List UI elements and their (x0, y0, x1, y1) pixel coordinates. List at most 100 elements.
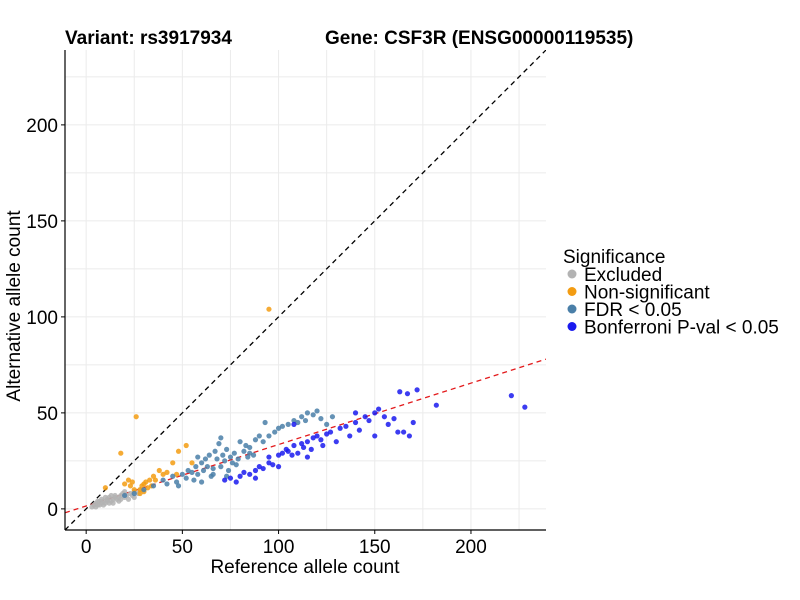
point-fdr-0-05 (227, 454, 234, 460)
legend-label: Bonferroni P-val < 0.05 (584, 318, 779, 339)
point-fdr-0-05 (175, 483, 182, 489)
legend: Significance ExcludedNon-significantFDR … (563, 247, 779, 339)
point-fdr-0-05 (122, 492, 128, 499)
point-bonferroni-p-val-0-05 (333, 439, 339, 445)
point-fdr-0-05 (237, 439, 243, 445)
point-fdr-0-05 (210, 471, 216, 477)
point-non-significant (170, 460, 176, 466)
point-non-significant (129, 479, 135, 485)
point-bonferroni-p-val-0-05 (266, 454, 272, 460)
point-fdr-0-05 (250, 452, 257, 458)
point-fdr-0-05 (218, 435, 224, 441)
point-fdr-0-05 (304, 410, 311, 416)
point-bonferroni-p-val-0-05 (241, 469, 247, 475)
point-excluded (95, 498, 101, 504)
point-non-significant (175, 448, 182, 454)
point-fdr-0-05 (195, 454, 201, 460)
point-fdr-0-05 (220, 452, 226, 458)
point-bonferroni-p-val-0-05 (343, 423, 349, 429)
point-bonferroni-p-val-0-05 (356, 427, 362, 433)
x-axis-title: Reference allele count (210, 557, 400, 578)
point-bonferroni-p-val-0-05 (522, 404, 528, 410)
point-fdr-0-05 (216, 441, 222, 447)
point-bonferroni-p-val-0-05 (401, 429, 407, 435)
point-bonferroni-p-val-0-05 (433, 402, 439, 408)
point-fdr-0-05 (222, 458, 228, 464)
point-bonferroni-p-val-0-05 (397, 389, 403, 395)
point-fdr-0-05 (191, 477, 197, 483)
point-fdr-0-05 (206, 452, 212, 458)
point-fdr-0-05 (170, 473, 176, 479)
point-bonferroni-p-val-0-05 (285, 448, 291, 454)
point-fdr-0-05 (243, 442, 249, 449)
point-excluded (112, 492, 118, 499)
point-bonferroni-p-val-0-05 (337, 425, 343, 431)
legend-key (567, 287, 577, 296)
legend-label: FDR < 0.05 (584, 300, 682, 321)
point-bonferroni-p-val-0-05 (406, 433, 412, 439)
point-fdr-0-05 (275, 425, 282, 431)
point-fdr-0-05 (256, 433, 262, 439)
point-non-significant (160, 471, 166, 477)
point-fdr-0-05 (141, 487, 147, 493)
point-bonferroni-p-val-0-05 (508, 393, 514, 399)
point-fdr-0-05 (295, 419, 301, 426)
point-fdr-0-05 (179, 471, 185, 477)
legend-key (567, 322, 577, 331)
legend-label: Non-significant (584, 283, 710, 304)
point-fdr-0-05 (214, 456, 220, 462)
point-bonferroni-p-val-0-05 (291, 421, 297, 427)
point-non-significant (137, 490, 143, 497)
point-excluded (131, 494, 137, 500)
point-fdr-0-05 (225, 467, 232, 474)
point-bonferroni-p-val-0-05 (385, 421, 391, 427)
point-fdr-0-05 (189, 469, 195, 475)
point-non-significant (173, 471, 180, 477)
point-non-significant (156, 467, 162, 474)
point-bonferroni-p-val-0-05 (222, 477, 228, 483)
point-bonferroni-p-val-0-05 (275, 452, 282, 458)
point-bonferroni-p-val-0-05 (410, 419, 416, 426)
y-axis-title: Alternative allele count (4, 210, 25, 402)
y-tick-label: 100 (26, 308, 58, 329)
point-bonferroni-p-val-0-05 (291, 442, 297, 449)
point-fdr-0-05 (183, 475, 189, 481)
point-fdr-0-05 (199, 460, 205, 466)
point-bonferroni-p-val-0-05 (252, 475, 259, 481)
point-fdr-0-05 (185, 467, 191, 474)
point-fdr-0-05 (193, 464, 199, 470)
point-bonferroni-p-val-0-05 (318, 437, 324, 443)
point-bonferroni-p-val-0-05 (372, 433, 378, 439)
reference-lines (65, 50, 546, 530)
point-bonferroni-p-val-0-05 (275, 464, 282, 470)
point-bonferroni-p-val-0-05 (247, 471, 253, 477)
legend-label: Excluded (584, 265, 662, 286)
point-fdr-0-05 (299, 414, 305, 420)
point-bonferroni-p-val-0-05 (304, 439, 311, 445)
point-fdr-0-05 (229, 460, 235, 466)
point-fdr-0-05 (173, 479, 180, 485)
point-fdr-0-05 (210, 465, 216, 472)
point-excluded (110, 500, 116, 506)
point-fdr-0-05 (245, 454, 251, 460)
point-fdr-0-05 (231, 450, 237, 456)
point-bonferroni-p-val-0-05 (260, 465, 266, 472)
y-tick-label: 50 (37, 404, 58, 425)
x-tick-label: 150 (359, 537, 391, 558)
point-bonferroni-p-val-0-05 (352, 419, 359, 426)
point-fdr-0-05 (212, 448, 218, 454)
point-bonferroni-p-val-0-05 (381, 414, 387, 420)
point-non-significant (118, 450, 124, 456)
point-bonferroni-p-val-0-05 (376, 406, 382, 412)
point-bonferroni-p-val-0-05 (314, 433, 320, 439)
point-bonferroni-p-val-0-05 (266, 460, 272, 466)
point-bonferroni-p-val-0-05 (233, 479, 239, 485)
point-bonferroni-p-val-0-05 (295, 450, 301, 456)
point-fdr-0-05 (260, 439, 266, 445)
point-bonferroni-p-val-0-05 (308, 446, 314, 452)
point-bonferroni-p-val-0-05 (320, 442, 326, 449)
legend-key (567, 269, 577, 279)
fit-line (65, 358, 546, 514)
point-fdr-0-05 (310, 412, 316, 418)
